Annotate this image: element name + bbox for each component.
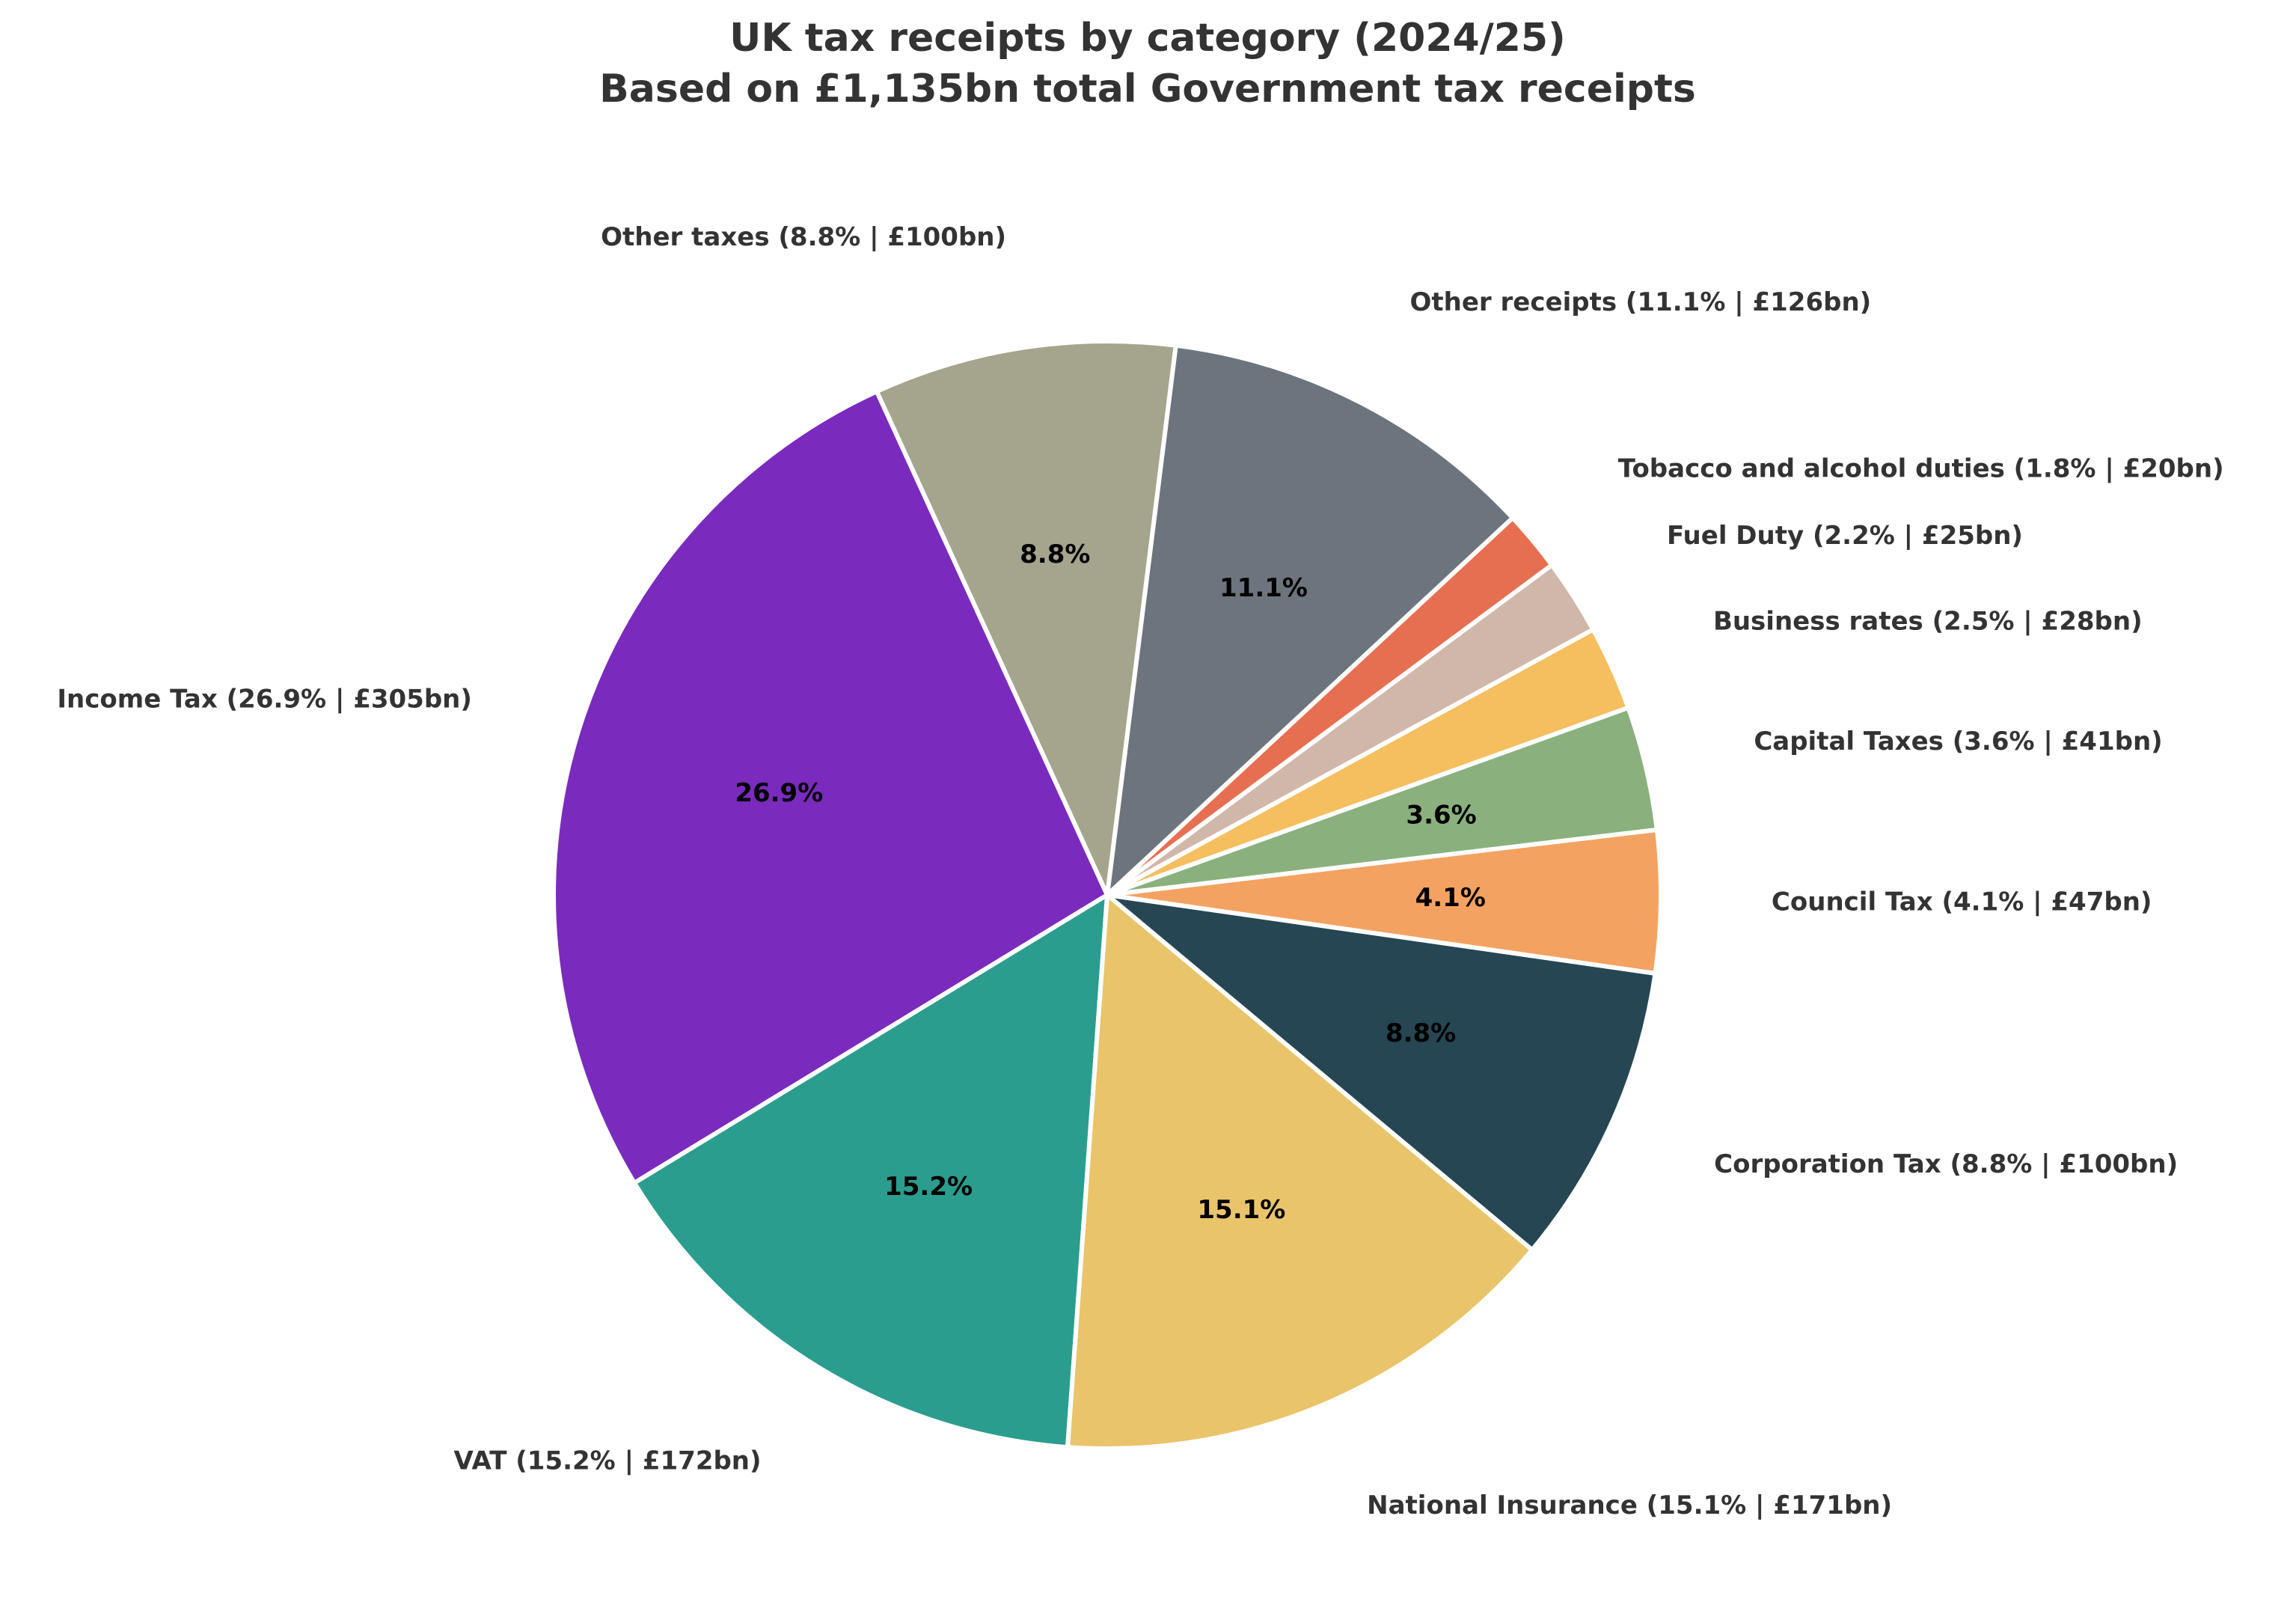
slice-national-insurance bbox=[1065, 893, 1534, 1451]
slice-percent-label: 26.9% bbox=[735, 778, 823, 808]
slice-label: Other receipts (11.1% | £126bn) bbox=[1410, 287, 1872, 317]
slice-percent-label: 4.1% bbox=[1415, 883, 1486, 913]
slice-label: Other taxes (8.8% | £100bn) bbox=[601, 222, 1006, 252]
slice-percent-label: 11.1% bbox=[1219, 573, 1308, 603]
slice-label: Capital Taxes (3.6% | £41bn) bbox=[1754, 727, 2162, 756]
slice-percent-label: 8.8% bbox=[1386, 1018, 1456, 1048]
chart-title: UK tax receipts by category (2024/25) bbox=[729, 16, 1566, 61]
slice-other-receipts bbox=[1105, 343, 1515, 897]
slice-label: Tobacco and alcohol duties (1.8% | £20bn… bbox=[1618, 454, 2224, 484]
pie-labels: Income Tax (26.9% | £305bn) 26.9% VAT (15.… bbox=[57, 222, 2223, 1520]
slice-percent-label: 8.8% bbox=[1020, 539, 1090, 569]
slice-income-tax bbox=[551, 389, 1109, 1185]
slice-label: National Insurance (15.1% | £171bn) bbox=[1367, 1491, 1892, 1520]
slice-label: VAT (15.2% | £172bn) bbox=[454, 1446, 762, 1476]
slice-council-tax bbox=[1105, 827, 1663, 976]
pie-slices bbox=[551, 339, 1663, 1451]
slice-percent-label: 15.1% bbox=[1197, 1195, 1285, 1225]
slice-label: Fuel Duty (2.2% | £25bn) bbox=[1667, 521, 2023, 551]
chart-subtitle: Based on £1,135bn total Government tax r… bbox=[599, 67, 1696, 111]
slice-label: Income Tax (26.9% | £305bn) bbox=[57, 684, 472, 714]
slice-other-taxes bbox=[874, 339, 1178, 897]
slice-vat bbox=[631, 893, 1109, 1450]
slice-label: Corporation Tax (8.8% | £100bn) bbox=[1714, 1149, 2178, 1179]
slice-percent-label: 15.2% bbox=[884, 1172, 973, 1202]
slice-label: Council Tax (4.1% | £47bn) bbox=[1772, 887, 2152, 917]
slice-corporation-tax bbox=[1105, 893, 1658, 1253]
slice-label: Business rates (2.5% | £28bn) bbox=[1713, 606, 2143, 636]
slice-percent-label: 3.6% bbox=[1406, 800, 1476, 830]
